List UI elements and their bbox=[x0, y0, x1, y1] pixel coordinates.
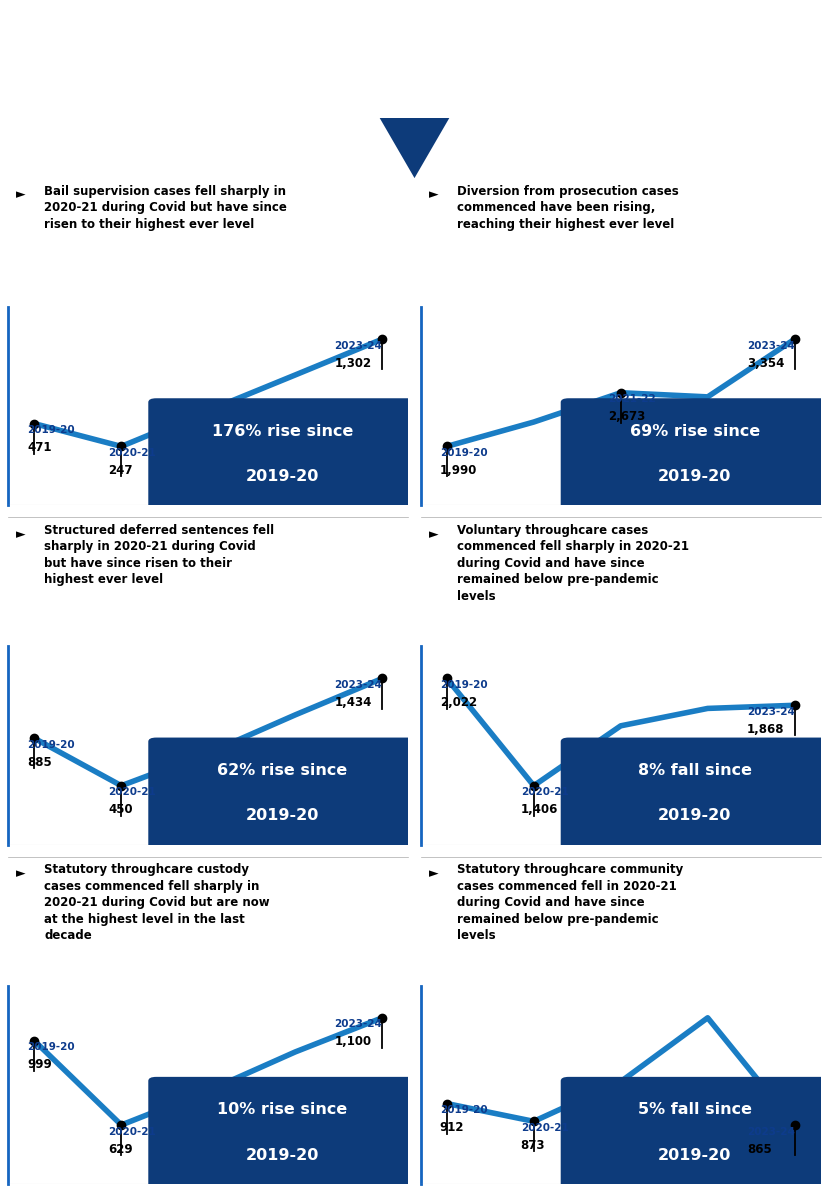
FancyBboxPatch shape bbox=[560, 1077, 828, 1188]
Text: 1,406: 1,406 bbox=[520, 803, 557, 816]
Text: ►: ► bbox=[17, 189, 26, 202]
Text: 2023-24: 2023-24 bbox=[334, 1019, 382, 1029]
Text: 2019-20: 2019-20 bbox=[440, 448, 487, 458]
Text: Bail supervision cases fell sharply in
2020-21 during Covid but have since
risen: Bail supervision cases fell sharply in 2… bbox=[44, 185, 286, 231]
Text: 2019-20: 2019-20 bbox=[27, 426, 75, 435]
Text: Justice Analytical Services: Justice Analytical Services bbox=[21, 107, 217, 120]
Text: 912: 912 bbox=[440, 1121, 464, 1135]
Text: 2020-21: 2020-21 bbox=[520, 1123, 568, 1132]
Text: Voluntary throughcare cases
commenced fell sharply in 2020-21
during Covid and h: Voluntary throughcare cases commenced fe… bbox=[456, 524, 688, 603]
Text: Statutory throughcare community
cases commenced fell in 2020-21
during Covid and: Statutory throughcare community cases co… bbox=[456, 863, 682, 942]
FancyBboxPatch shape bbox=[148, 1077, 416, 1188]
FancyBboxPatch shape bbox=[148, 398, 416, 510]
Text: 2019-20: 2019-20 bbox=[27, 739, 75, 750]
Text: ►: ► bbox=[17, 867, 26, 880]
Text: 2019-20: 2019-20 bbox=[245, 1148, 319, 1162]
Text: Justice Social Work Statistics in Scotland,: Justice Social Work Statistics in Scotla… bbox=[21, 23, 556, 47]
Text: 2023-24: 2023-24 bbox=[746, 707, 794, 716]
Text: 2020-21: 2020-21 bbox=[108, 448, 156, 458]
Text: 1,100: 1,100 bbox=[334, 1035, 371, 1048]
Text: 2019-20: 2019-20 bbox=[657, 469, 730, 484]
Text: 2023-24: 2023-24 bbox=[334, 680, 382, 690]
Text: ►: ► bbox=[17, 528, 26, 541]
Text: 2019-20: 2019-20 bbox=[657, 1148, 730, 1162]
Text: 3,354: 3,354 bbox=[746, 357, 783, 370]
FancyBboxPatch shape bbox=[148, 738, 416, 849]
Text: 1,868: 1,868 bbox=[746, 722, 783, 736]
Text: 2019-20: 2019-20 bbox=[27, 1042, 75, 1052]
Text: 2019-20: 2019-20 bbox=[657, 808, 730, 823]
Text: 629: 629 bbox=[108, 1143, 132, 1155]
Text: 2023-24: 2023-24 bbox=[334, 340, 382, 351]
Text: ►: ► bbox=[428, 189, 438, 202]
Text: Structured deferred sentences fell
sharply in 2020-21 during Covid
but have sinc: Structured deferred sentences fell sharp… bbox=[44, 524, 274, 587]
FancyBboxPatch shape bbox=[560, 738, 828, 849]
Text: 2023-24: 2023-24 bbox=[746, 1126, 794, 1137]
Text: 69% rise since: 69% rise since bbox=[628, 423, 759, 439]
Text: 176% rise since: 176% rise since bbox=[211, 423, 353, 439]
Text: 8% fall since: 8% fall since bbox=[637, 763, 751, 778]
Text: 999: 999 bbox=[27, 1058, 52, 1071]
Text: 2020-21: 2020-21 bbox=[108, 1126, 156, 1137]
Text: 865: 865 bbox=[746, 1143, 771, 1155]
Text: 2019-20: 2019-20 bbox=[440, 1105, 487, 1115]
Text: 873: 873 bbox=[520, 1139, 545, 1152]
Text: 5% fall since: 5% fall since bbox=[637, 1102, 751, 1117]
Text: ►: ► bbox=[428, 528, 438, 541]
Text: 1,302: 1,302 bbox=[334, 357, 371, 370]
Text: 2019-20: 2019-20 bbox=[440, 680, 487, 690]
Text: 2019-20: 2019-20 bbox=[245, 469, 319, 484]
Text: 2023-24: 2023-24 bbox=[746, 340, 794, 351]
FancyBboxPatch shape bbox=[560, 398, 828, 510]
Text: Statutory throughcare custody
cases commenced fell sharply in
2020-21 during Cov: Statutory throughcare custody cases comm… bbox=[44, 863, 270, 942]
Text: 62% rise since: 62% rise since bbox=[217, 763, 347, 778]
Polygon shape bbox=[379, 118, 449, 178]
Text: 450: 450 bbox=[108, 803, 132, 816]
Text: 247: 247 bbox=[108, 464, 132, 477]
Text: 1,990: 1,990 bbox=[440, 464, 477, 477]
Text: 2020-21: 2020-21 bbox=[520, 787, 568, 797]
Text: 2,673: 2,673 bbox=[607, 410, 644, 423]
Text: 10% rise since: 10% rise since bbox=[217, 1102, 347, 1117]
Text: Diversion from prosecution cases
commenced have been rising,
reaching their high: Diversion from prosecution cases commenc… bbox=[456, 185, 677, 231]
Text: 471: 471 bbox=[27, 441, 52, 454]
Text: ►: ► bbox=[428, 867, 438, 880]
Text: 2020-21: 2020-21 bbox=[108, 787, 156, 797]
Text: 2019-20 to 2023-24 – Part 1: 2019-20 to 2023-24 – Part 1 bbox=[21, 60, 378, 83]
Text: 2019-20: 2019-20 bbox=[245, 808, 319, 823]
Text: 2,022: 2,022 bbox=[440, 696, 476, 709]
Text: 885: 885 bbox=[27, 756, 52, 769]
Text: 1,434: 1,434 bbox=[334, 696, 371, 709]
Text: 2021-22: 2021-22 bbox=[607, 394, 655, 404]
